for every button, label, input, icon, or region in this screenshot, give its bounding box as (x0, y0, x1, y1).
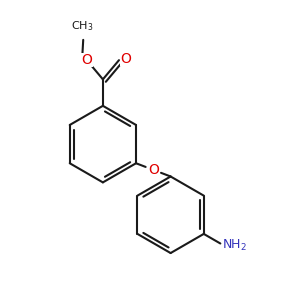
Text: NH$_2$: NH$_2$ (222, 237, 247, 253)
Text: CH$_3$: CH$_3$ (70, 19, 93, 32)
Text: O: O (120, 52, 131, 66)
Text: O: O (81, 53, 92, 67)
Text: O: O (148, 163, 159, 177)
